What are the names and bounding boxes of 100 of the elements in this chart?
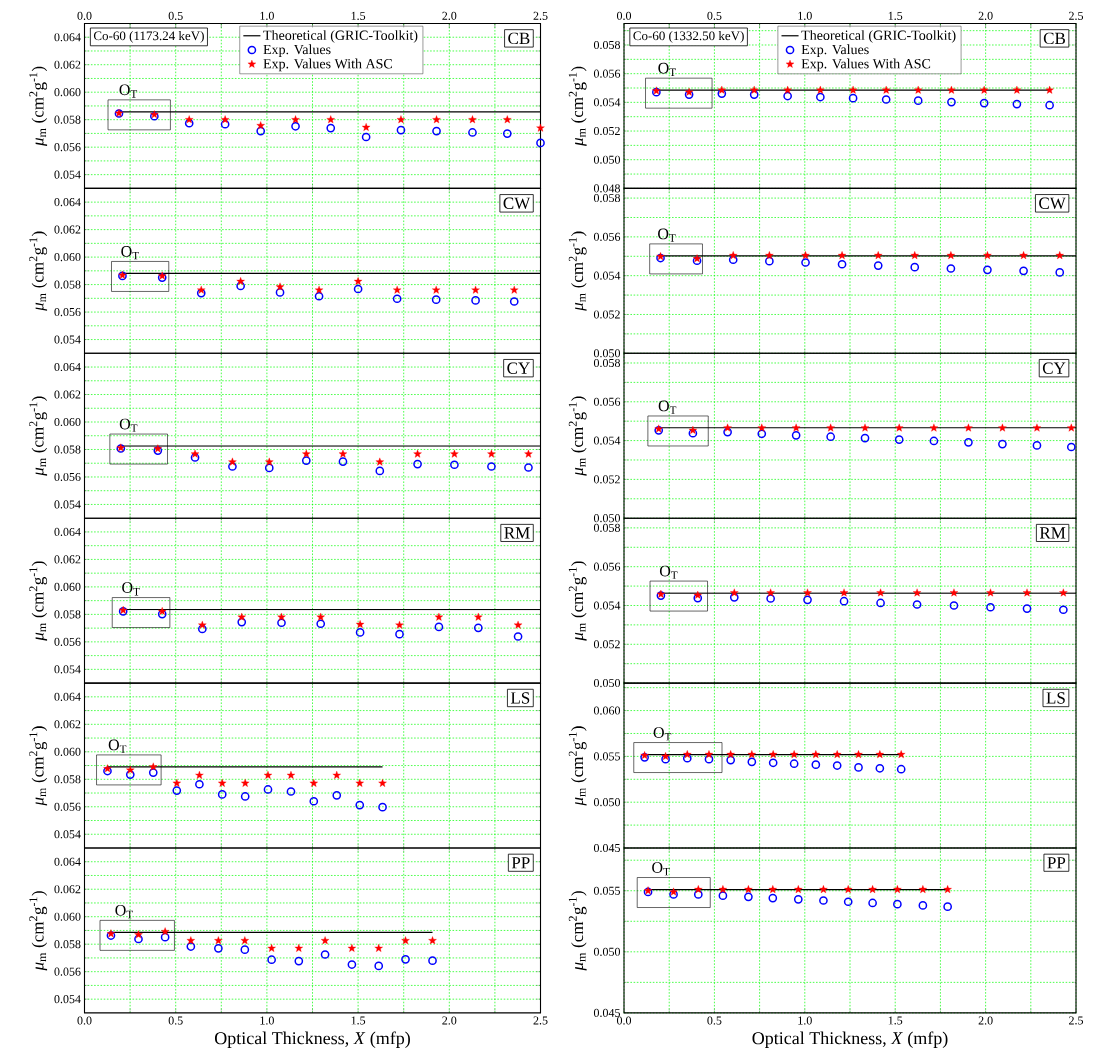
annotation: O$_{T}$	[115, 904, 133, 919]
point	[918, 901, 928, 910]
point	[744, 892, 753, 902]
point	[353, 284, 363, 294]
y-tick-label: 0.058	[54, 775, 81, 784]
x2-tick-label: 0.0	[616, 11, 632, 20]
y-tick-label: 0.054	[54, 665, 81, 674]
point	[729, 251, 738, 260]
point	[868, 898, 877, 908]
y-tick-label: 0.062	[54, 885, 81, 894]
point	[320, 950, 330, 959]
point	[468, 128, 477, 137]
chart-title: CY	[1042, 362, 1066, 374]
point	[134, 934, 143, 944]
y-tick-label: 0.064	[54, 527, 81, 537]
point	[502, 129, 512, 138]
point	[747, 757, 757, 767]
point	[378, 802, 387, 812]
x2-tick-label: 2.5	[1069, 11, 1084, 20]
x-tick-label: 1.5	[888, 1016, 903, 1025]
y-axis-title: μ$_{m}$ (cm$^{2}$g$^{-1}$)	[568, 66, 587, 146]
point	[355, 620, 365, 628]
point	[450, 449, 459, 458]
point	[395, 629, 404, 639]
y-tick-label: 0.050	[593, 155, 621, 164]
point	[811, 760, 821, 769]
y-tick-label: 0.056	[54, 143, 81, 152]
point	[434, 612, 444, 621]
point	[929, 423, 939, 432]
y-tick-label: 0.055	[593, 886, 621, 895]
y-axis-title: μ$_{m}$ (cm$^{2}$g$^{-1}$)	[29, 561, 48, 641]
x-tick-label: 0.5	[168, 1016, 183, 1025]
point	[854, 750, 863, 759]
y-tick-label: 0.045	[593, 1008, 621, 1017]
point	[790, 750, 799, 759]
y-tick-label: 0.060	[54, 88, 81, 97]
point	[895, 423, 904, 432]
y-tick-label: 0.056	[54, 967, 81, 976]
point	[1067, 423, 1076, 432]
point	[949, 601, 959, 610]
point	[839, 588, 849, 597]
y-tick-label: 0.050	[593, 947, 621, 956]
y-tick-label: 0.062	[54, 60, 81, 69]
point	[832, 761, 842, 770]
point	[355, 628, 365, 637]
point	[912, 588, 922, 597]
point	[986, 602, 995, 612]
point	[148, 768, 158, 777]
point	[190, 449, 200, 458]
point	[291, 121, 300, 131]
point	[728, 255, 738, 265]
legend-label: Exp. Values With ASC	[263, 58, 392, 72]
annotation: O$_{T}$	[658, 62, 676, 76]
point	[347, 960, 357, 969]
legend-label: Exp. Values	[263, 44, 331, 58]
y-tick-label: 0.054	[54, 995, 81, 1004]
chart-title: PP	[511, 857, 530, 869]
point	[256, 121, 265, 130]
y-tick-label: 0.054	[54, 170, 81, 179]
point	[240, 945, 250, 955]
y-tick-label: 0.058	[54, 280, 81, 289]
text: Co-60 (1332.50 keV)	[633, 31, 744, 43]
y-tick-label: 0.052	[593, 310, 620, 319]
point	[826, 423, 835, 432]
point	[160, 932, 170, 942]
y-tick-label: 0.058	[54, 445, 81, 454]
point	[947, 97, 956, 107]
y-axis-title: μ$_{m}$ (cm$^{2}$g$^{-1}$)	[568, 891, 587, 971]
point	[964, 437, 973, 447]
point	[768, 893, 778, 903]
annotation: O$_{T}$	[658, 400, 677, 414]
point	[875, 750, 884, 759]
point	[794, 885, 803, 894]
point	[392, 294, 402, 304]
point	[783, 85, 792, 94]
chart-title: CY	[507, 362, 530, 374]
point	[309, 796, 319, 806]
point	[910, 251, 919, 260]
x-tick-label: 2.5	[533, 1016, 548, 1025]
y-tick-label: 0.058	[593, 194, 621, 203]
point	[195, 779, 204, 789]
x-tick-label: 0.0	[616, 1016, 632, 1025]
point	[198, 620, 207, 629]
point	[1055, 251, 1064, 260]
y-tick-label: 0.058	[593, 358, 621, 368]
annotation: O$_{T}$	[652, 862, 670, 876]
point	[347, 943, 357, 952]
point	[1055, 268, 1065, 277]
point	[868, 885, 877, 894]
point	[264, 463, 274, 473]
point	[723, 423, 732, 432]
chart-title: CW	[503, 197, 531, 210]
point	[1019, 266, 1028, 276]
y-axis-title: μ$_{m}$ (cm$^{2}$g$^{-1}$)	[568, 231, 587, 311]
point	[316, 612, 325, 621]
point	[396, 115, 406, 124]
point	[837, 259, 847, 269]
point	[332, 791, 342, 800]
y-tick-label: 0.056	[593, 69, 621, 78]
y-tick-label: 0.052	[593, 126, 620, 136]
